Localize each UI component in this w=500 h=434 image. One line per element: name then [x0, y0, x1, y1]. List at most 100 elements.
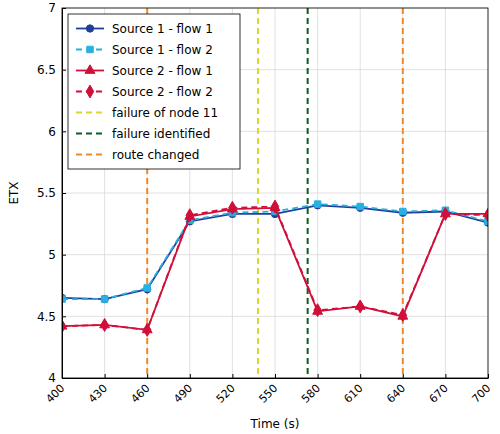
- chart: 40043046049052055058061064067070044.555.…: [0, 0, 500, 434]
- series-marker: [442, 208, 449, 221]
- y-tick: 6: [48, 125, 66, 139]
- y-tick-label: 6.5: [37, 63, 56, 77]
- x-tick-mark: [190, 374, 191, 378]
- grid-line-y: [62, 254, 488, 255]
- x-tick: 520: [214, 374, 238, 406]
- x-tick-mark: [445, 374, 446, 378]
- y-tick-mark: [62, 255, 66, 256]
- y-tick-mark: [62, 193, 66, 194]
- legend-label: Source 2 - flow 1: [112, 64, 213, 78]
- series-line: [62, 204, 488, 299]
- legend-label: route changed: [112, 148, 199, 162]
- x-tick: 640: [384, 374, 408, 406]
- series-marker: [143, 323, 150, 336]
- series-marker: [314, 201, 320, 207]
- vertical-line: [307, 8, 309, 378]
- x-tick-label: 520: [214, 382, 238, 406]
- y-axis-title: ETX: [7, 181, 21, 204]
- x-tick-mark: [105, 374, 106, 378]
- plot-frame: [62, 8, 488, 378]
- x-tick-label: 610: [342, 382, 366, 406]
- series-marker: [357, 203, 363, 209]
- y-tick: 4.5: [37, 310, 66, 324]
- y-tick: 5: [48, 248, 66, 262]
- legend-label: Source 1 - flow 2: [112, 43, 213, 57]
- y-tick: 6.5: [37, 63, 66, 77]
- grid-line-y: [62, 316, 488, 317]
- series-marker: [101, 296, 107, 302]
- y-tick-mark: [62, 70, 66, 71]
- data-area: [62, 8, 488, 378]
- series-line: [62, 208, 488, 330]
- x-tick-label: 430: [86, 382, 110, 406]
- x-tick-mark: [403, 374, 404, 378]
- x-tick-mark: [147, 374, 148, 378]
- y-tick-mark: [62, 8, 66, 9]
- y-tick-label: 5.5: [37, 186, 56, 200]
- series-marker: [229, 201, 236, 214]
- series-marker: [314, 202, 321, 209]
- series-marker: [144, 285, 150, 291]
- x-tick-label: 700: [469, 382, 493, 406]
- series-marker: [484, 209, 488, 222]
- series-marker: [400, 208, 406, 214]
- grid-line-y: [62, 193, 488, 194]
- legend-label: failure of node 11: [112, 106, 218, 120]
- y-tick-mark: [62, 316, 66, 317]
- y-tick-label: 4: [48, 371, 56, 385]
- series-marker: [144, 286, 151, 293]
- y-tick-mark: [62, 378, 66, 379]
- x-tick: 700: [469, 374, 493, 406]
- x-tick-mark: [232, 374, 233, 378]
- x-tick-label: 550: [256, 382, 280, 406]
- x-tick-label: 490: [171, 382, 195, 406]
- legend-label: Source 1 - flow 1: [112, 22, 213, 36]
- legend-marker: [86, 25, 93, 32]
- x-tick-label: 670: [427, 382, 451, 406]
- x-tick-mark: [275, 374, 276, 378]
- x-tick-mark: [360, 374, 361, 378]
- legend-label: failure identified: [112, 127, 210, 141]
- legend-swatch: [76, 112, 104, 114]
- series-marker: [271, 200, 278, 213]
- x-tick-label: 580: [299, 382, 323, 406]
- y-tick-label: 7: [48, 1, 56, 15]
- y-tick-label: 4.5: [37, 310, 56, 324]
- legend-swatch: [76, 154, 104, 156]
- x-axis-title: Time (s): [250, 417, 300, 431]
- x-tick: 550: [256, 374, 280, 406]
- legend-swatch: [76, 133, 104, 135]
- legend-label: Source 2 - flow 2: [112, 85, 213, 99]
- series-marker: [399, 209, 406, 216]
- x-tick: 490: [171, 374, 195, 406]
- series-marker: [101, 295, 108, 302]
- x-tick-mark: [488, 374, 489, 378]
- grid: [62, 8, 488, 378]
- x-tick-label: 640: [384, 382, 408, 406]
- y-tick: 5.5: [37, 186, 66, 200]
- y-tick: 4: [48, 371, 66, 385]
- y-tick-label: 6: [48, 125, 56, 139]
- plot: 40043046049052055058061064067070044.555.…: [37, 1, 493, 405]
- vertical-line: [257, 8, 259, 378]
- series-marker: [186, 209, 193, 222]
- x-tick: 460: [129, 374, 153, 406]
- series-marker: [314, 304, 321, 317]
- y-tick-mark: [62, 131, 66, 132]
- series-line: [62, 205, 488, 299]
- legend: Source 1 - flow 1 Source 1 - flow 2 Source…: [68, 14, 240, 169]
- x-tick: 580: [299, 374, 323, 406]
- x-tick-label: 460: [129, 382, 153, 406]
- y-tick-label: 5: [48, 248, 56, 262]
- x-tick: 610: [342, 374, 366, 406]
- x-tick: 430: [86, 374, 110, 406]
- series-marker: [356, 300, 363, 313]
- y-tick: 7: [48, 1, 66, 15]
- series-line: [62, 207, 488, 330]
- legend-marker: [86, 85, 93, 98]
- legend-box: [68, 14, 240, 169]
- series-marker: [399, 309, 406, 322]
- x-axis-line: [63, 378, 489, 379]
- legend-marker: [87, 46, 93, 52]
- x-axis: 400430460490520550580610640670700: [43, 374, 493, 406]
